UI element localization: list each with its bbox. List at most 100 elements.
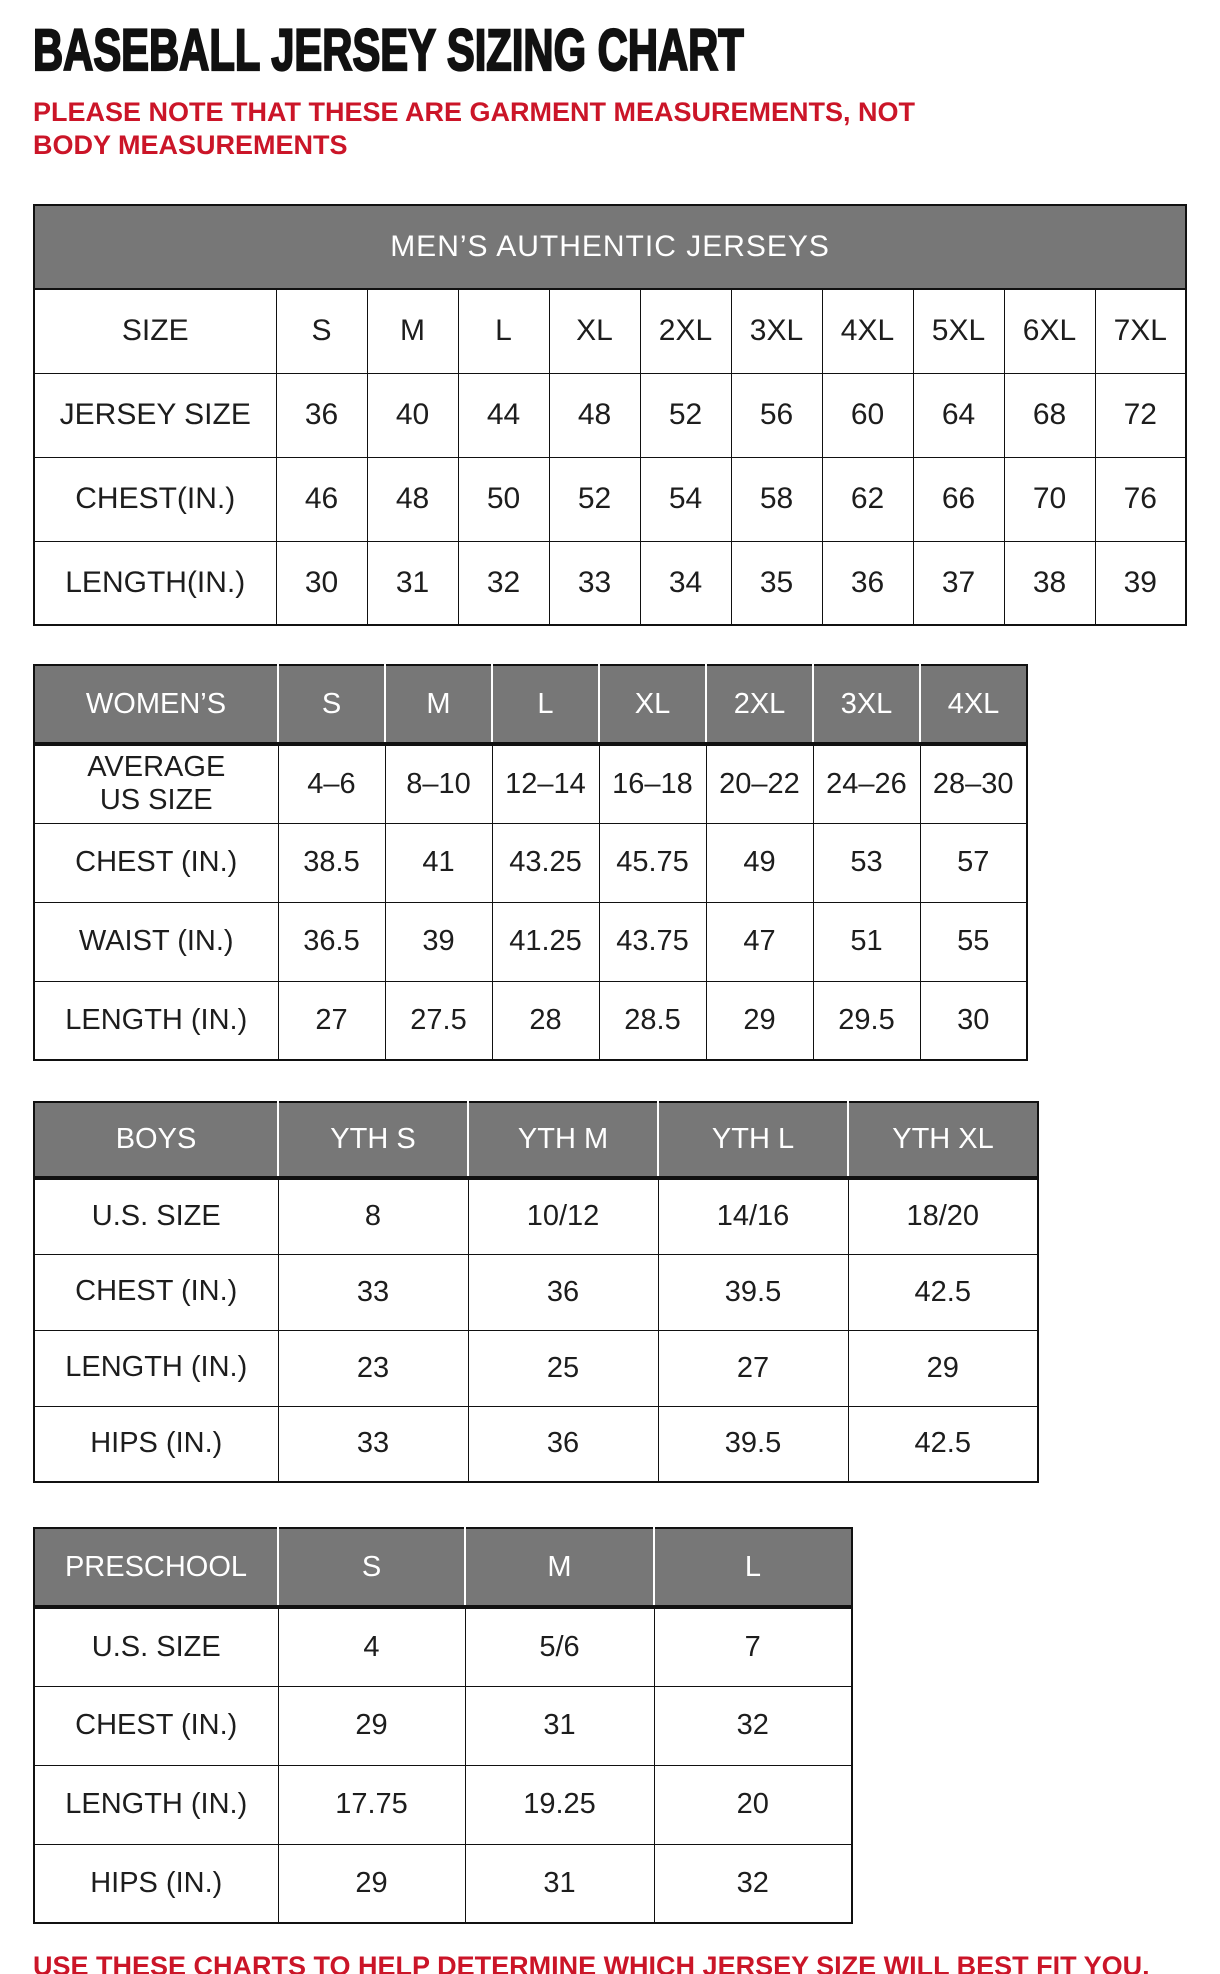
row-label: LENGTH (IN.) [33,980,279,1061]
value-cell: 33 [548,540,641,626]
preschool-jerseys-table: PRESCHOOL S M L U.S. SIZE 4 5/6 7 CHEST … [33,1527,853,1924]
value-cell: 35 [730,540,823,626]
value-cell: 39 [384,901,493,982]
table-row: WAIST (IN.) 36.5 39 41.25 43.75 47 51 55 [33,901,1028,982]
row-label: WAIST (IN.) [33,901,279,982]
value-cell: 8 [277,1177,469,1255]
table-row: SIZE S M L XL 2XL 3XL 4XL 5XL 6XL 7XL [33,288,1187,374]
value-cell: 32 [653,1843,853,1924]
value-cell: 27.5 [384,980,493,1061]
table-row: LENGTH (IN.) 27 27.5 28 28.5 29 29.5 30 [33,980,1028,1061]
value-cell: 19.25 [464,1764,655,1845]
mens-jerseys-table: MEN’S AUTHENTIC JERSEYS SIZE S M L XL 2X… [33,204,1188,626]
value-cell: 27 [657,1329,849,1407]
table-row: AVERAGE US SIZE 4–6 8–10 12–14 16–18 20–… [33,743,1028,824]
page-title: BASEBALL JERSEY SIZING CHART [32,18,744,83]
table-header-row: BOYS YTH S YTH M YTH L YTH XL [33,1101,1039,1180]
table-row: U.S. SIZE 4 5/6 7 [33,1606,853,1687]
value-cell: M [366,288,459,374]
table-row: HIPS (IN.) 29 31 32 [33,1843,853,1924]
value-cell: 39.5 [657,1405,849,1483]
value-cell: 40 [366,372,459,458]
row-label: LENGTH (IN.) [33,1329,279,1407]
garment-measurements-note: PLEASE NOTE THAT THESE ARE GARMENT MEASU… [33,97,916,160]
value-cell: 30 [919,980,1028,1061]
value-cell: 4–6 [277,743,386,824]
value-cell: 29 [705,980,814,1061]
value-cell: 4 [277,1606,466,1687]
value-cell: 36 [467,1405,659,1483]
header-label: BOYS [33,1101,279,1180]
header-cell: YTH S [277,1101,469,1180]
value-cell: 42.5 [847,1253,1039,1331]
value-cell: XL [548,288,641,374]
row-label: CHEST (IN.) [33,1253,279,1331]
row-label: AVERAGE US SIZE [33,743,279,824]
value-cell: S [275,288,368,374]
row-label: HIPS (IN.) [33,1405,279,1483]
value-cell: 72 [1094,372,1187,458]
header-cell: M [464,1527,655,1609]
value-cell: 8–10 [384,743,493,824]
row-label: SIZE [33,288,277,374]
value-cell: 31 [464,1685,655,1766]
table-row: CHEST (IN.) 38.5 41 43.25 45.75 49 53 57 [33,822,1028,903]
value-cell: 3XL [730,288,823,374]
fit-advice-footer: USE THESE CHARTS TO HELP DETERMINE WHICH… [33,1951,1150,1974]
value-cell: 46 [275,456,368,542]
value-cell: 28–30 [919,743,1028,824]
row-label: HIPS (IN.) [33,1843,279,1924]
mens-table-banner: MEN’S AUTHENTIC JERSEYS [33,204,1187,290]
value-cell: 68 [1003,372,1096,458]
row-label: CHEST(IN.) [33,456,277,542]
boys-jerseys-table: BOYS YTH S YTH M YTH L YTH XL U.S. SIZE … [33,1101,1039,1483]
header-cell: XL [598,664,707,746]
value-cell: 7XL [1094,288,1187,374]
value-cell: 54 [639,456,732,542]
value-cell: 27 [277,980,386,1061]
womens-jerseys-table: WOMEN’S S M L XL 2XL 3XL 4XL AVERAGE US … [33,664,1028,1061]
value-cell: 12–14 [491,743,600,824]
value-cell: 42.5 [847,1405,1039,1483]
header-cell: YTH XL [847,1101,1039,1180]
value-cell: 43.25 [491,822,600,903]
value-cell: 48 [366,456,459,542]
value-cell: 7 [653,1606,853,1687]
value-cell: 6XL [1003,288,1096,374]
value-cell: 60 [821,372,914,458]
table-row: U.S. SIZE 8 10/12 14/16 18/20 [33,1177,1039,1255]
row-label: U.S. SIZE [33,1606,279,1687]
value-cell: 28 [491,980,600,1061]
value-cell: 14/16 [657,1177,849,1255]
value-cell: 32 [457,540,550,626]
value-cell: 4XL [821,288,914,374]
value-cell: 51 [812,901,921,982]
value-cell: 33 [277,1253,469,1331]
table-banner-row: MEN’S AUTHENTIC JERSEYS [33,204,1187,290]
value-cell: 10/12 [467,1177,659,1255]
table-row: LENGTH (IN.) 23 25 27 29 [33,1329,1039,1407]
header-label: WOMEN’S [33,664,279,746]
value-cell: 20–22 [705,743,814,824]
value-cell: 50 [457,456,550,542]
table-row: LENGTH(IN.) 30 31 32 33 34 35 36 37 38 3… [33,540,1187,626]
value-cell: 2XL [639,288,732,374]
value-cell: 58 [730,456,823,542]
value-cell: 36 [821,540,914,626]
value-cell: 39 [1094,540,1187,626]
value-cell: 17.75 [277,1764,466,1845]
value-cell: 45.75 [598,822,707,903]
value-cell: 62 [821,456,914,542]
value-cell: 47 [705,901,814,982]
value-cell: 41 [384,822,493,903]
value-cell: 34 [639,540,732,626]
value-cell: 16–18 [598,743,707,824]
header-cell: L [653,1527,853,1609]
value-cell: 55 [919,901,1028,982]
header-cell: S [277,664,386,746]
value-cell: 5/6 [464,1606,655,1687]
table-row: CHEST (IN.) 29 31 32 [33,1685,853,1766]
value-cell: 24–26 [812,743,921,824]
value-cell: 36 [275,372,368,458]
